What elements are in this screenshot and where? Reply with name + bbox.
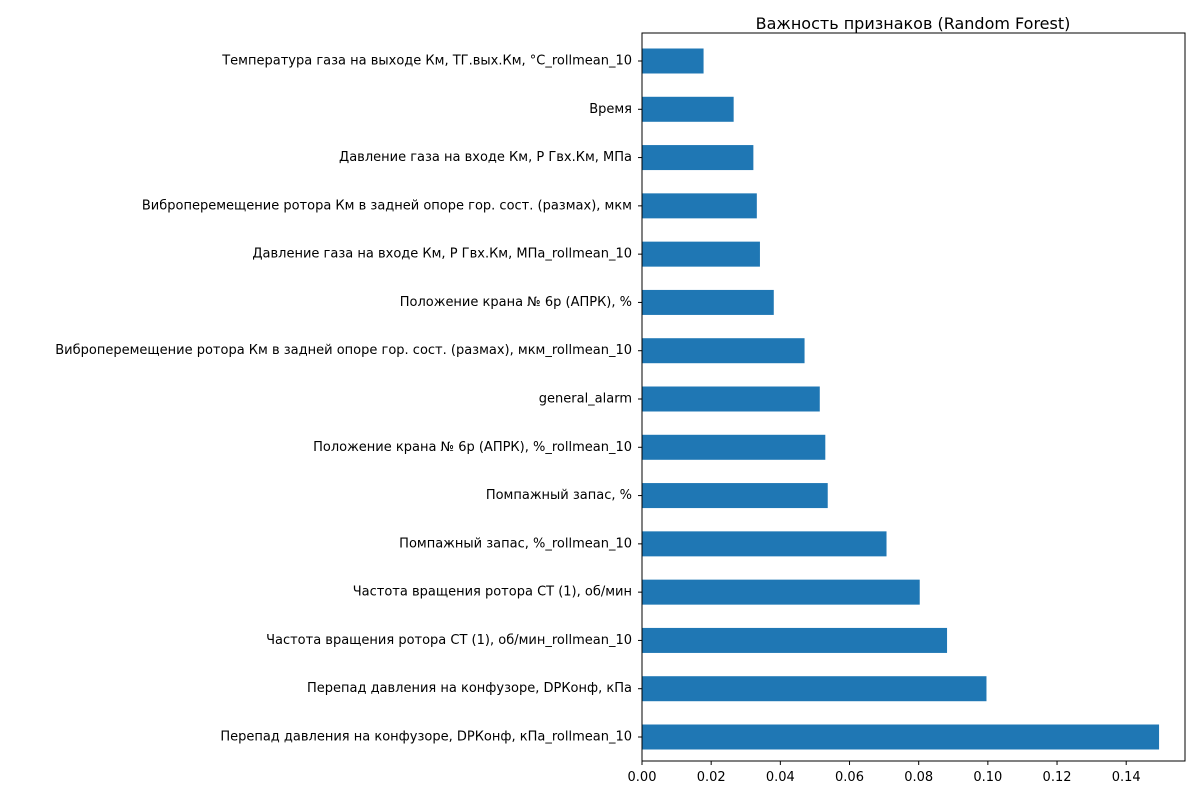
x-tick-label: 0.14 bbox=[1112, 770, 1141, 785]
bar bbox=[642, 193, 757, 219]
bar bbox=[642, 483, 828, 509]
bar bbox=[642, 145, 754, 171]
bar bbox=[642, 434, 826, 460]
bar bbox=[642, 627, 948, 653]
y-tick-label: Давление газа на входе Км, Р Гвх.Км, МПа bbox=[339, 150, 632, 165]
y-tick-label: Помпажный запас, % bbox=[486, 488, 632, 503]
bar bbox=[642, 724, 1160, 750]
bar bbox=[642, 289, 774, 315]
bar bbox=[642, 386, 820, 412]
bar bbox=[642, 96, 734, 122]
y-tick-label: Время bbox=[589, 102, 632, 117]
bar bbox=[642, 241, 760, 267]
y-tick-label: Положение крана № 6р (АПРК), % bbox=[400, 295, 632, 310]
y-tick-label: Частота вращения ротора СТ (1), об/мин_r… bbox=[266, 633, 632, 648]
y-tick-label: Помпажный запас, %_rollmean_10 bbox=[399, 536, 632, 551]
bar bbox=[642, 531, 887, 557]
bar bbox=[642, 338, 805, 364]
y-tick-label: Давление газа на входе Км, Р Гвх.Км, МПа… bbox=[252, 247, 632, 262]
y-tick-label: Виброперемещение ротора Км в задней опор… bbox=[55, 343, 632, 358]
chart-title: Важность признаков (Random Forest) bbox=[756, 14, 1071, 33]
plot-frame bbox=[641, 32, 1186, 762]
x-tick-label: 0.00 bbox=[628, 770, 657, 785]
x-axis-ticks: 0.00 0.02 0.04 0.06 0.08 0.10 0.12 0.14 bbox=[628, 761, 1141, 785]
bars-layer bbox=[642, 48, 1160, 750]
x-tick-label: 0.10 bbox=[973, 770, 1002, 785]
y-tick-label: Частота вращения ротора СТ (1), об/мин bbox=[353, 585, 632, 600]
x-tick-label: 0.08 bbox=[904, 770, 933, 785]
bar bbox=[642, 579, 920, 605]
y-tick-label: Виброперемещение ротора Км в задней опор… bbox=[142, 198, 632, 213]
x-tick-label: 0.06 bbox=[835, 770, 864, 785]
x-tick-label: 0.04 bbox=[766, 770, 795, 785]
bar bbox=[642, 48, 704, 74]
bar bbox=[642, 676, 987, 702]
y-tick-label: Перепад давления на конфузоре, DPКонф, к… bbox=[307, 681, 632, 696]
x-tick-label: 0.12 bbox=[1043, 770, 1072, 785]
y-tick-label: general_alarm bbox=[539, 392, 632, 407]
y-tick-labels: Температура газа на выходе Км, ТГ.вых.Км… bbox=[55, 54, 642, 745]
y-tick-label: Положение крана № 6р (АПРК), %_rollmean_… bbox=[313, 440, 632, 455]
y-tick-label: Температура газа на выходе Км, ТГ.вых.Км… bbox=[221, 54, 632, 69]
x-tick-label: 0.02 bbox=[697, 770, 726, 785]
y-tick-label: Перепад давления на конфузоре, DPКонф, к… bbox=[220, 730, 632, 745]
